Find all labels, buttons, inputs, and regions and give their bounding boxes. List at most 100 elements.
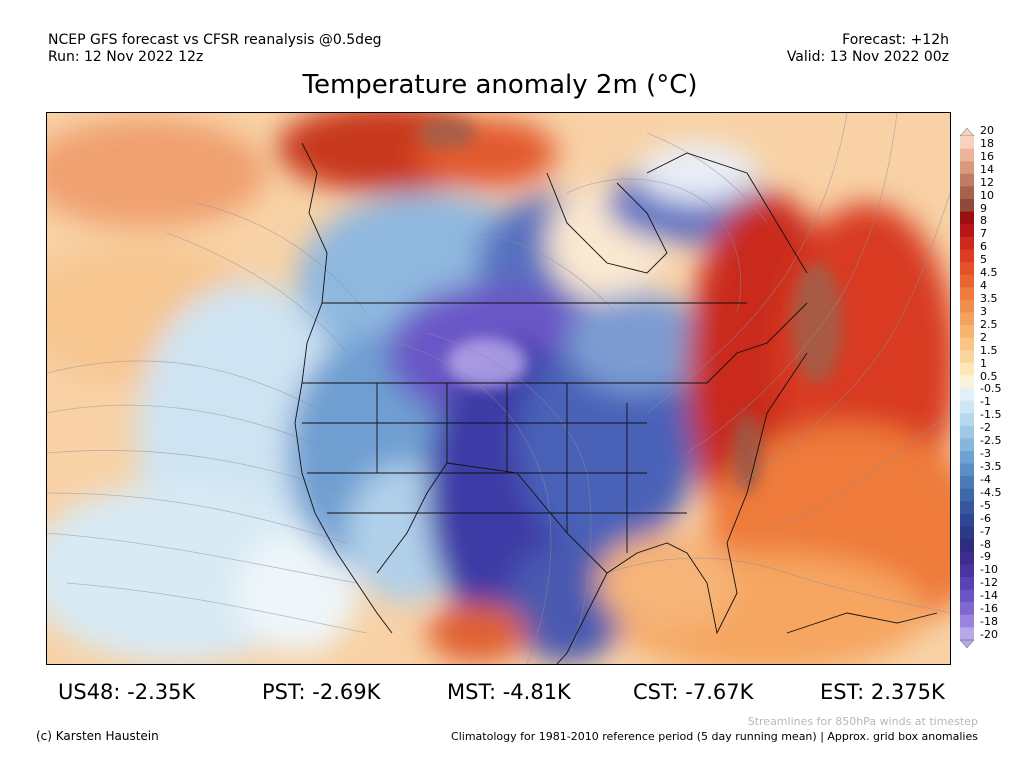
colorbar-swatches (959, 127, 975, 649)
colorbar-label: -18 (980, 615, 998, 629)
colorbar-label: -14 (980, 589, 998, 603)
colorbar-label: 10 (980, 188, 994, 202)
colorbar-label: -3 (980, 447, 991, 461)
streamlines (47, 113, 950, 664)
run-time: Run: 12 Nov 2022 12z (48, 49, 204, 65)
colorbar-label: 2 (980, 330, 987, 344)
colorbar-swatch (960, 564, 974, 578)
colorbar (959, 127, 975, 649)
colorbar-swatch (960, 539, 974, 553)
colorbar-swatch (960, 577, 974, 591)
credit: (c) Karsten Haustein (36, 729, 159, 743)
colorbar-label: 3 (980, 304, 987, 318)
colorbar-label: -6 (980, 511, 991, 525)
colorbar-label: -2.5 (980, 434, 1002, 448)
colorbar-swatch (960, 438, 974, 452)
colorbar-swatch (960, 325, 974, 339)
coastlines (294, 142, 938, 664)
header-right: Forecast: +12h Valid: 13 Nov 2022 00z (787, 32, 949, 66)
colorbar-swatch (960, 463, 974, 477)
colorbar-swatch (960, 148, 974, 162)
anomaly-field (47, 113, 950, 664)
model-description: NCEP GFS forecast vs CFSR reanalysis @0.… (48, 32, 382, 48)
climatology-note: Climatology for 1981-2010 reference peri… (451, 730, 978, 743)
colorbar-swatch (960, 551, 974, 565)
colorbar-swatch (960, 173, 974, 187)
forecast-hour: Forecast: +12h (842, 32, 949, 48)
stat-est: EST: 2.375K (820, 680, 945, 704)
colorbar-label: 3.5 (980, 292, 998, 305)
colorbar-swatch (960, 589, 974, 603)
colorbar-label: 1 (980, 356, 987, 370)
colorbar-swatch (960, 350, 974, 364)
colorbar-label: -10 (980, 563, 998, 577)
colorbar-swatch (960, 199, 974, 213)
colorbar-swatch (960, 312, 974, 326)
colorbar-label: 4 (980, 279, 987, 293)
colorbar-swatch (960, 514, 974, 528)
header-left: NCEP GFS forecast vs CFSR reanalysis @0.… (48, 32, 382, 66)
colorbar-swatch (960, 602, 974, 616)
stat-mst: MST: -4.81K (447, 680, 571, 704)
colorbar-label: 4.5 (980, 266, 998, 280)
colorbar-swatch (960, 375, 974, 389)
colorbar-swatch (960, 274, 974, 288)
colorbar-label: 12 (980, 175, 994, 189)
colorbar-label: 6 (980, 240, 987, 254)
colorbar-swatch (960, 337, 974, 351)
colorbar-label: -2 (980, 421, 991, 435)
colorbar-label: 20 (980, 124, 994, 137)
colorbar-swatch (960, 186, 974, 200)
colorbar-label: 2.5 (980, 317, 998, 331)
colorbar-label: -3.5 (980, 460, 1002, 473)
colorbar-label: 9 (980, 201, 987, 215)
colorbar-label: -12 (980, 576, 998, 590)
colorbar-swatch (960, 526, 974, 540)
colorbar-label: 8 (980, 214, 987, 228)
colorbar-swatch (960, 362, 974, 376)
stat-us48: US48: -2.35K (58, 680, 196, 704)
colorbar-label: -4.5 (980, 485, 1002, 499)
colorbar-swatch (960, 614, 974, 628)
colorbar-label: -9 (980, 550, 991, 564)
colorbar-swatch (960, 136, 974, 150)
colorbar-label: -7 (980, 524, 991, 538)
colorbar-label: -4 (980, 472, 991, 486)
valid-time: Valid: 13 Nov 2022 00z (786, 49, 949, 65)
colorbar-label: -1 (980, 395, 991, 409)
colorbar-swatch (960, 400, 974, 414)
colorbar-label: -8 (980, 537, 991, 551)
colorbar-swatch (960, 249, 974, 263)
colorbar-swatch (960, 161, 974, 175)
stat-pst: PST: -2.69K (262, 680, 381, 704)
colorbar-swatch (960, 451, 974, 465)
colorbar-label: 0.5 (980, 369, 998, 383)
colorbar-swatch (960, 211, 974, 225)
colorbar-bottom-arrow (959, 639, 975, 649)
colorbar-label: -0.5 (980, 382, 1002, 396)
colorbar-swatch (960, 224, 974, 238)
colorbar-swatch (960, 501, 974, 515)
anomaly-map (46, 112, 951, 665)
colorbar-label: 7 (980, 227, 987, 241)
colorbar-label: 18 (980, 136, 994, 150)
colorbar-label: 16 (980, 149, 994, 163)
colorbar-label: 1.5 (980, 343, 998, 357)
colorbar-label: -5 (980, 498, 991, 512)
colorbar-swatch (960, 488, 974, 502)
colorbar-label: -16 (980, 602, 998, 616)
streamlines-note: Streamlines for 850hPa winds at timestep (747, 715, 978, 728)
colorbar-label: 14 (980, 162, 994, 176)
colorbar-swatch (960, 299, 974, 313)
colorbar-swatch (960, 627, 974, 641)
colorbar-swatch (960, 287, 974, 301)
stat-cst: CST: -7.67K (633, 680, 754, 704)
colorbar-label: 5 (980, 253, 987, 267)
colorbar-swatch (960, 413, 974, 427)
map-title: Temperature anomaly 2m (°C) (302, 70, 698, 100)
colorbar-swatch (960, 425, 974, 439)
colorbar-swatch (960, 476, 974, 490)
colorbar-top-arrow (959, 127, 975, 137)
colorbar-swatch (960, 236, 974, 250)
colorbar-swatch (960, 388, 974, 402)
